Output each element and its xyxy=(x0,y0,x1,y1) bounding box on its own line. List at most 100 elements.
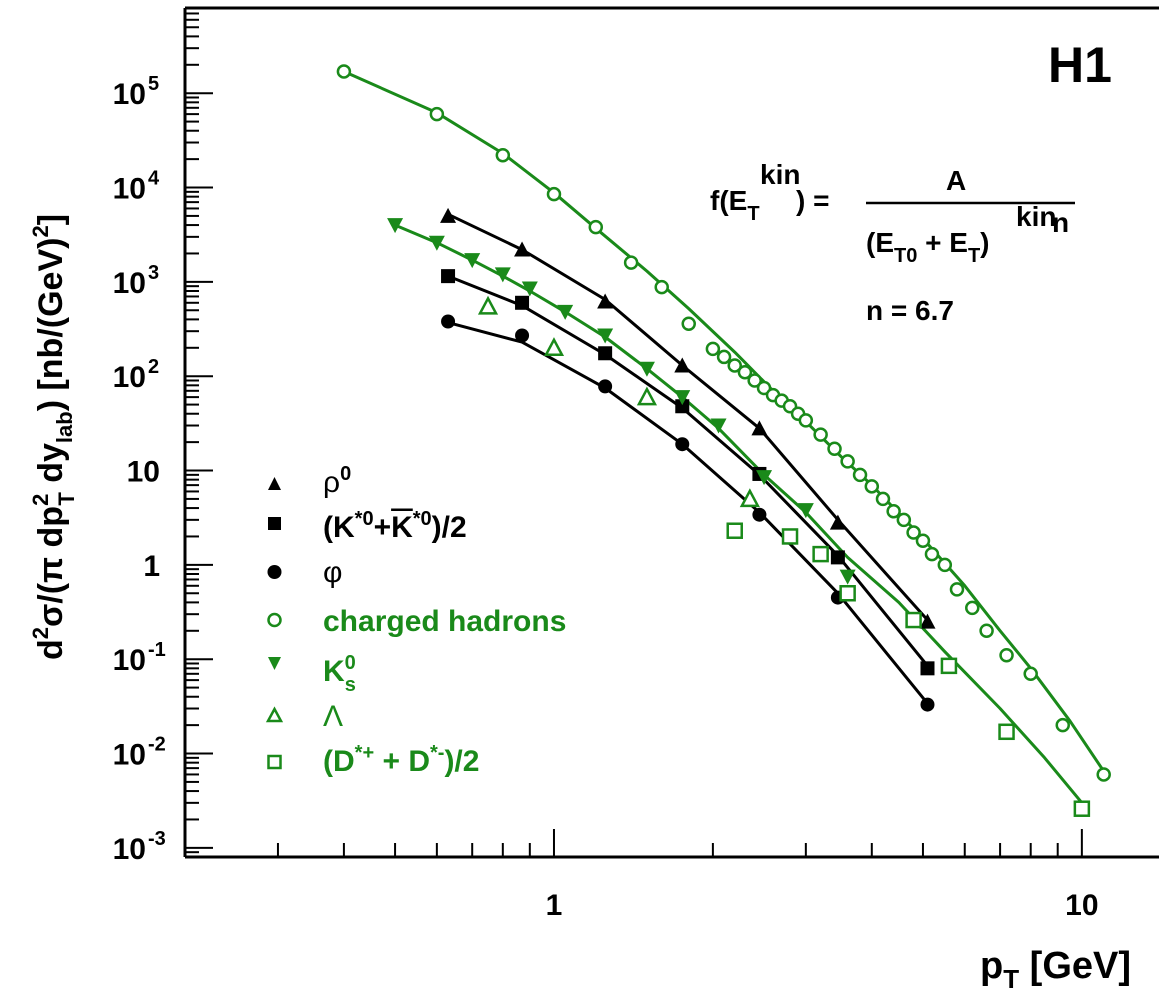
y-axis-title: d2σ/(π dp2T dylab) [nb/(GeV)2] xyxy=(28,214,79,660)
data-point-s4 xyxy=(797,503,814,519)
legend-label-charged-hadrons: charged hadrons xyxy=(323,605,566,638)
data-point-s3 xyxy=(979,623,994,639)
legend-label-phi: φ xyxy=(323,556,342,589)
formula-lhs-sub: T xyxy=(747,203,759,225)
data-point-s4 xyxy=(674,390,691,406)
legend-entry-phi: φ xyxy=(267,556,342,589)
svg-text:(ET0 + ET): (ET0 + ET) xyxy=(866,227,989,267)
data-point-s0 xyxy=(440,207,457,223)
data-point-s3 xyxy=(1055,717,1070,733)
data-point-s4 xyxy=(387,218,404,234)
legend-marker-rho0 xyxy=(268,477,281,490)
y-tick-label: 1 xyxy=(143,550,160,583)
y-tick-label: 10 xyxy=(113,267,146,300)
formula-den-exp: n xyxy=(1052,207,1069,238)
legend-entry-kstar: (K*0+K*0)/2 xyxy=(268,508,467,544)
data-point-s5 xyxy=(636,386,658,406)
x-tick-label: 10 xyxy=(1065,889,1098,922)
data-point-s4 xyxy=(597,328,614,344)
legend-marker-phi xyxy=(267,565,282,579)
formula-den-sub: T xyxy=(968,245,980,267)
data-point-s5 xyxy=(543,337,565,357)
y-tick-label: 10 xyxy=(113,173,146,206)
data-point-s4 xyxy=(710,418,727,434)
legend-entry-k0s: K0 s xyxy=(268,652,356,696)
data-point-s3 xyxy=(1096,767,1111,782)
fit-curve-0 xyxy=(447,212,929,621)
formula-den-sub0: T0 xyxy=(894,245,917,267)
y-tick-label-exponent: -3 xyxy=(148,828,166,850)
legend-entry-charged-hadrons: charged hadrons xyxy=(267,605,566,638)
data-point-s3 xyxy=(336,64,352,79)
data-points xyxy=(336,64,1111,817)
data-point-s3 xyxy=(813,427,828,442)
data-point-s3 xyxy=(798,413,814,428)
y-tick-label: 10 xyxy=(113,644,146,677)
x-tick-labels: 1 10 xyxy=(546,889,1099,922)
y-tick-label: 10 xyxy=(113,78,146,111)
data-point-s4 xyxy=(464,253,481,269)
data-point-s6 xyxy=(812,545,829,563)
data-point-s1 xyxy=(675,399,690,414)
data-point-s0 xyxy=(674,357,691,373)
data-point-s6 xyxy=(839,585,856,602)
fit-curves xyxy=(343,70,1105,804)
data-point-s6 xyxy=(726,522,743,539)
data-point-s5 xyxy=(477,295,499,315)
data-point-s1 xyxy=(441,269,456,284)
data-point-s1 xyxy=(920,661,935,676)
data-point-s3 xyxy=(737,365,753,380)
y-tick-label-exponent: 3 xyxy=(148,262,159,284)
data-point-s3 xyxy=(999,648,1014,663)
data-point-s3 xyxy=(864,479,880,494)
data-point-s3 xyxy=(727,358,742,373)
y-tick-label: 10 xyxy=(127,456,160,489)
formula-den-end: ) xyxy=(980,227,989,258)
y-tick-label: 10 xyxy=(113,739,146,772)
data-point-s1 xyxy=(598,346,613,361)
y-tick-label: 10 xyxy=(113,361,146,394)
legend-entry-lambda: Λ xyxy=(265,700,343,733)
data-point-s4 xyxy=(756,470,773,486)
data-point-s3 xyxy=(681,316,696,331)
data-point-s3 xyxy=(852,467,868,483)
legend-marker-charged-hadrons xyxy=(267,612,282,628)
data-point-s3 xyxy=(915,533,931,549)
data-point-s3 xyxy=(429,106,445,122)
data-point-s3 xyxy=(924,546,940,562)
data-point-s6 xyxy=(940,657,958,675)
svg-text:f(ET: f(ET xyxy=(710,185,760,225)
data-point-s3 xyxy=(495,147,511,163)
svg-text:pT [GeV]: pT [GeV] xyxy=(980,945,1131,994)
data-point-s2 xyxy=(752,507,767,522)
data-point-s3 xyxy=(827,441,842,457)
legend-entry-dstar: (D*+ + D*-)/2 xyxy=(267,742,479,778)
data-point-s3 xyxy=(747,373,762,388)
legend-label-kstar: (K*0+K*0)/2 xyxy=(323,508,467,544)
data-point-s3 xyxy=(623,255,639,270)
formula-numerator: A xyxy=(946,165,966,196)
y-tick-label-exponent: 2 xyxy=(148,356,159,378)
y-tick-label-exponent: 5 xyxy=(148,73,159,95)
x-axis-title-unit: [GeV] xyxy=(1019,945,1131,987)
data-point-s6 xyxy=(905,611,922,629)
y-tick-label: 10 xyxy=(113,833,146,866)
formula-den-start: (E xyxy=(866,227,894,258)
data-point-s4 xyxy=(521,281,538,297)
data-point-s3 xyxy=(875,491,891,507)
x-axis-title: p xyxy=(980,945,1003,987)
data-point-s4 xyxy=(638,361,655,377)
data-point-s4 xyxy=(557,304,574,320)
fit-formula: f(ET kin ) = A (ET0 + ET) kin n n = 6.7 xyxy=(710,159,1075,326)
data-point-s3 xyxy=(886,504,901,519)
data-point-s3 xyxy=(965,600,980,616)
data-point-s0 xyxy=(514,241,531,257)
data-point-s6 xyxy=(998,723,1015,741)
data-point-s2 xyxy=(441,314,456,329)
axis-ticks xyxy=(184,7,1083,858)
legend-marker-kstar xyxy=(268,517,281,530)
legend-marker-k0s xyxy=(268,657,281,670)
legend-label-k0s: K0 s xyxy=(323,652,356,696)
